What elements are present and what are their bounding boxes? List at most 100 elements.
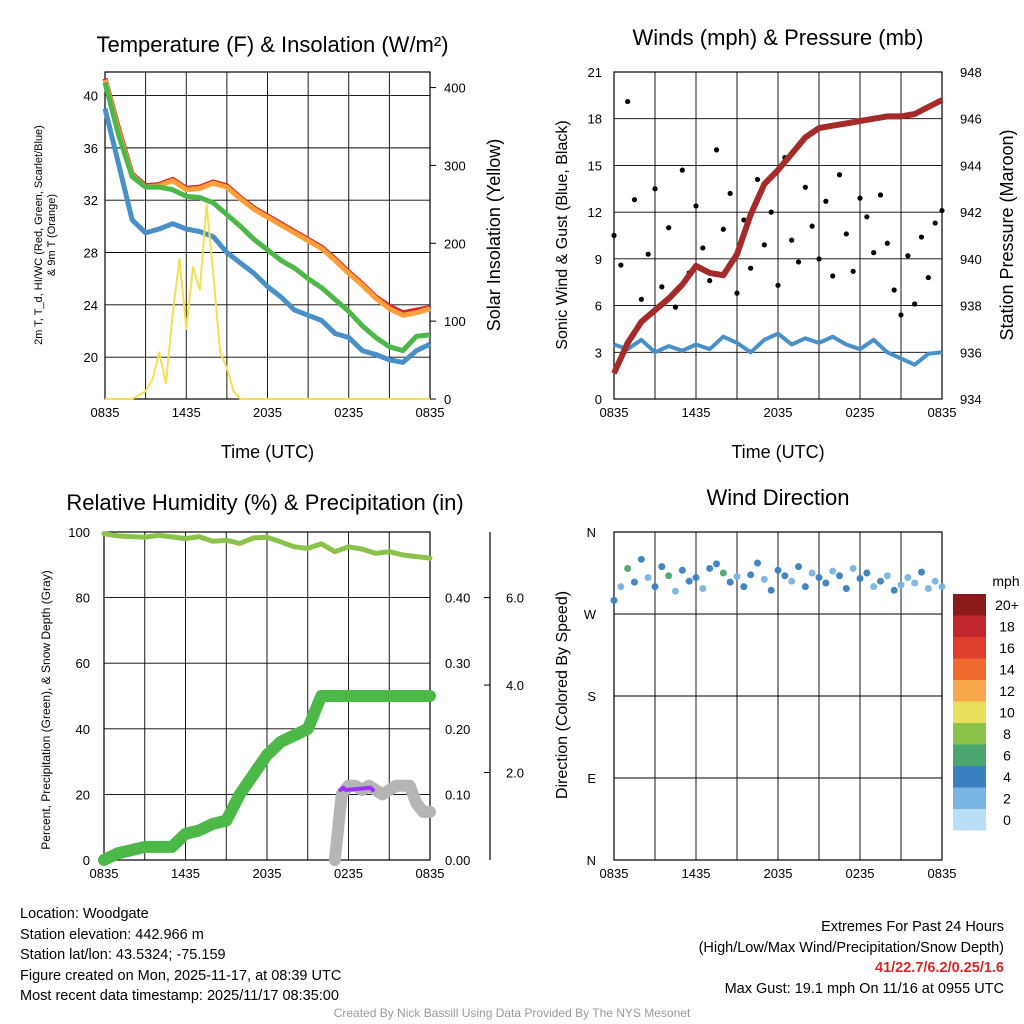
dir-legend-swatch xyxy=(953,766,986,788)
wind-gust-point xyxy=(713,147,720,153)
dir-point xyxy=(767,586,775,594)
dir-point xyxy=(822,579,830,587)
extremes-values: 41/22.7/6.2/0.25/1.6 xyxy=(875,960,1004,976)
wind-x-tick-label: 0235 xyxy=(846,405,875,420)
wind-gust-point xyxy=(645,251,651,257)
temp-x-tick-label: 0235 xyxy=(334,405,363,420)
temp-x-tick-label: 2035 xyxy=(253,405,282,420)
wind-gust-point xyxy=(748,265,754,271)
temp-y-tick-label: 40 xyxy=(84,89,98,104)
dir-legend-swatch xyxy=(953,658,986,680)
dir-point xyxy=(617,583,625,591)
rh-y2-tick-label: 0.20 xyxy=(445,722,470,737)
wind-gust-point xyxy=(693,203,699,209)
wind-gust-point xyxy=(857,195,863,201)
wind-gust-point xyxy=(727,190,733,197)
wind-y-tick-label: 6 xyxy=(595,299,602,314)
dir-point xyxy=(740,583,748,591)
rh-y-tick-label: 40 xyxy=(76,722,90,737)
rh-y-tick-label: 80 xyxy=(76,591,90,606)
dir-point xyxy=(808,569,816,577)
wind-y-tick-label: 18 xyxy=(588,112,602,127)
wind-gust-point xyxy=(611,232,617,239)
dir-x-tick-label: 0235 xyxy=(846,866,875,881)
dir-x-tick-label: 0835 xyxy=(600,866,629,881)
wind-gust-point xyxy=(631,197,638,203)
temp-y2label: Solar Insolation (Yellow) xyxy=(484,139,504,331)
dir-legend-label: 6 xyxy=(1003,748,1011,764)
wind-gust-point xyxy=(932,220,938,226)
wind-gust-point xyxy=(891,287,897,293)
dir-legend-label: 4 xyxy=(1003,769,1011,785)
wind-gust-point xyxy=(761,242,767,248)
rh-y3-tick-label: 4.0 xyxy=(506,678,524,693)
wind-x-tick-label: 1435 xyxy=(682,405,711,420)
dir-point xyxy=(781,572,789,580)
rh-x-tick-label: 0835 xyxy=(416,866,445,881)
wind-gust-point xyxy=(700,245,706,251)
temp-y-tick-label: 32 xyxy=(84,193,98,208)
wind-x-tick-label: 0835 xyxy=(600,405,629,420)
recent-timestamp: Most recent data timestamp: 2025/11/17 0… xyxy=(20,988,339,1004)
extremes-title: Extremes For Past 24 Hours xyxy=(821,919,1004,935)
wind-gust-point xyxy=(877,192,884,198)
temp-y2-tick-label: 300 xyxy=(444,158,466,173)
dir-legend-swatch xyxy=(953,744,986,766)
dir-y-tick-label: W xyxy=(584,607,597,622)
wind-gust-point xyxy=(618,262,624,268)
wind-y2-tick-label: 938 xyxy=(960,299,982,314)
temp-title: Temperature (F) & Insolation (W/m²) xyxy=(96,32,448,57)
wind-gust-point xyxy=(638,296,644,302)
wind-gust-point xyxy=(666,225,672,231)
dir-legend-title: mph xyxy=(992,573,1019,589)
dir-point xyxy=(870,583,878,591)
dir-point xyxy=(624,564,632,572)
wind-gust-point xyxy=(925,274,931,281)
station-elevation: Station elevation: 442.966 m xyxy=(20,926,204,943)
dir-point xyxy=(754,559,761,567)
rh-x-tick-label: 1435 xyxy=(171,866,200,881)
extremes-panel: Extremes For Past 24 Hours (High/Low/Max… xyxy=(699,917,1004,999)
temp-ylabel-line1: 2m T, T_d, HI/WC (Red, Green, Scarlet/Bl… xyxy=(33,125,45,345)
dir-legend-label: 10 xyxy=(999,705,1015,721)
wind-y-tick-label: 3 xyxy=(595,345,602,360)
credit-line: Created By Nick Bassill Using Data Provi… xyxy=(333,1006,691,1020)
wind-gust-point xyxy=(707,278,713,284)
dir-point xyxy=(918,568,925,576)
rh-x-tick-label: 0835 xyxy=(90,866,119,881)
rh-series-snow-depth xyxy=(328,779,436,866)
dir-point xyxy=(829,567,837,575)
dir-point xyxy=(842,584,850,592)
dir-point xyxy=(644,574,652,582)
dir-legend-label: 8 xyxy=(1003,726,1011,742)
wind-y2-tick-label: 934 xyxy=(960,392,982,407)
temp-y-tick-label: 20 xyxy=(84,350,98,365)
dir-point xyxy=(719,569,727,577)
wind-title: Winds (mph) & Pressure (mb) xyxy=(633,25,924,50)
dir-legend-label: 16 xyxy=(999,640,1015,656)
dir-legend-swatch xyxy=(953,680,986,702)
dir-title: Wind Direction xyxy=(706,485,849,510)
dir-point xyxy=(665,572,673,580)
wind-gust-point xyxy=(864,214,870,220)
temp-y2-tick-label: 100 xyxy=(444,314,466,329)
wind-ylabel: Sonic Wind & Gust (Blue, Black) xyxy=(554,120,571,349)
wind-gust-point xyxy=(652,186,658,192)
temp-y2-tick-label: 0 xyxy=(444,392,451,407)
wind-gust-point xyxy=(871,250,877,256)
wind-gust-point xyxy=(679,167,685,173)
rh-title: Relative Humidity (%) & Precipitation (i… xyxy=(66,490,463,515)
dir-point xyxy=(911,579,919,587)
wind-gust-point xyxy=(625,98,631,105)
wind-gust-point xyxy=(734,290,740,296)
temp-ylabel-line2: & 9m T (Orange) xyxy=(46,194,58,276)
rh-y-tick-label: 20 xyxy=(76,787,90,802)
dir-point xyxy=(856,574,864,582)
rh-y2-tick-label: 0.10 xyxy=(445,787,470,802)
temp-x-tick-label: 0835 xyxy=(91,405,120,420)
wind-xlabel: Time (UTC) xyxy=(731,442,824,462)
wind-gust-point xyxy=(884,240,890,246)
wind-x-tick-label: 0835 xyxy=(928,405,957,420)
temp-xlabel: Time (UTC) xyxy=(221,442,314,462)
dir-point xyxy=(760,575,768,583)
